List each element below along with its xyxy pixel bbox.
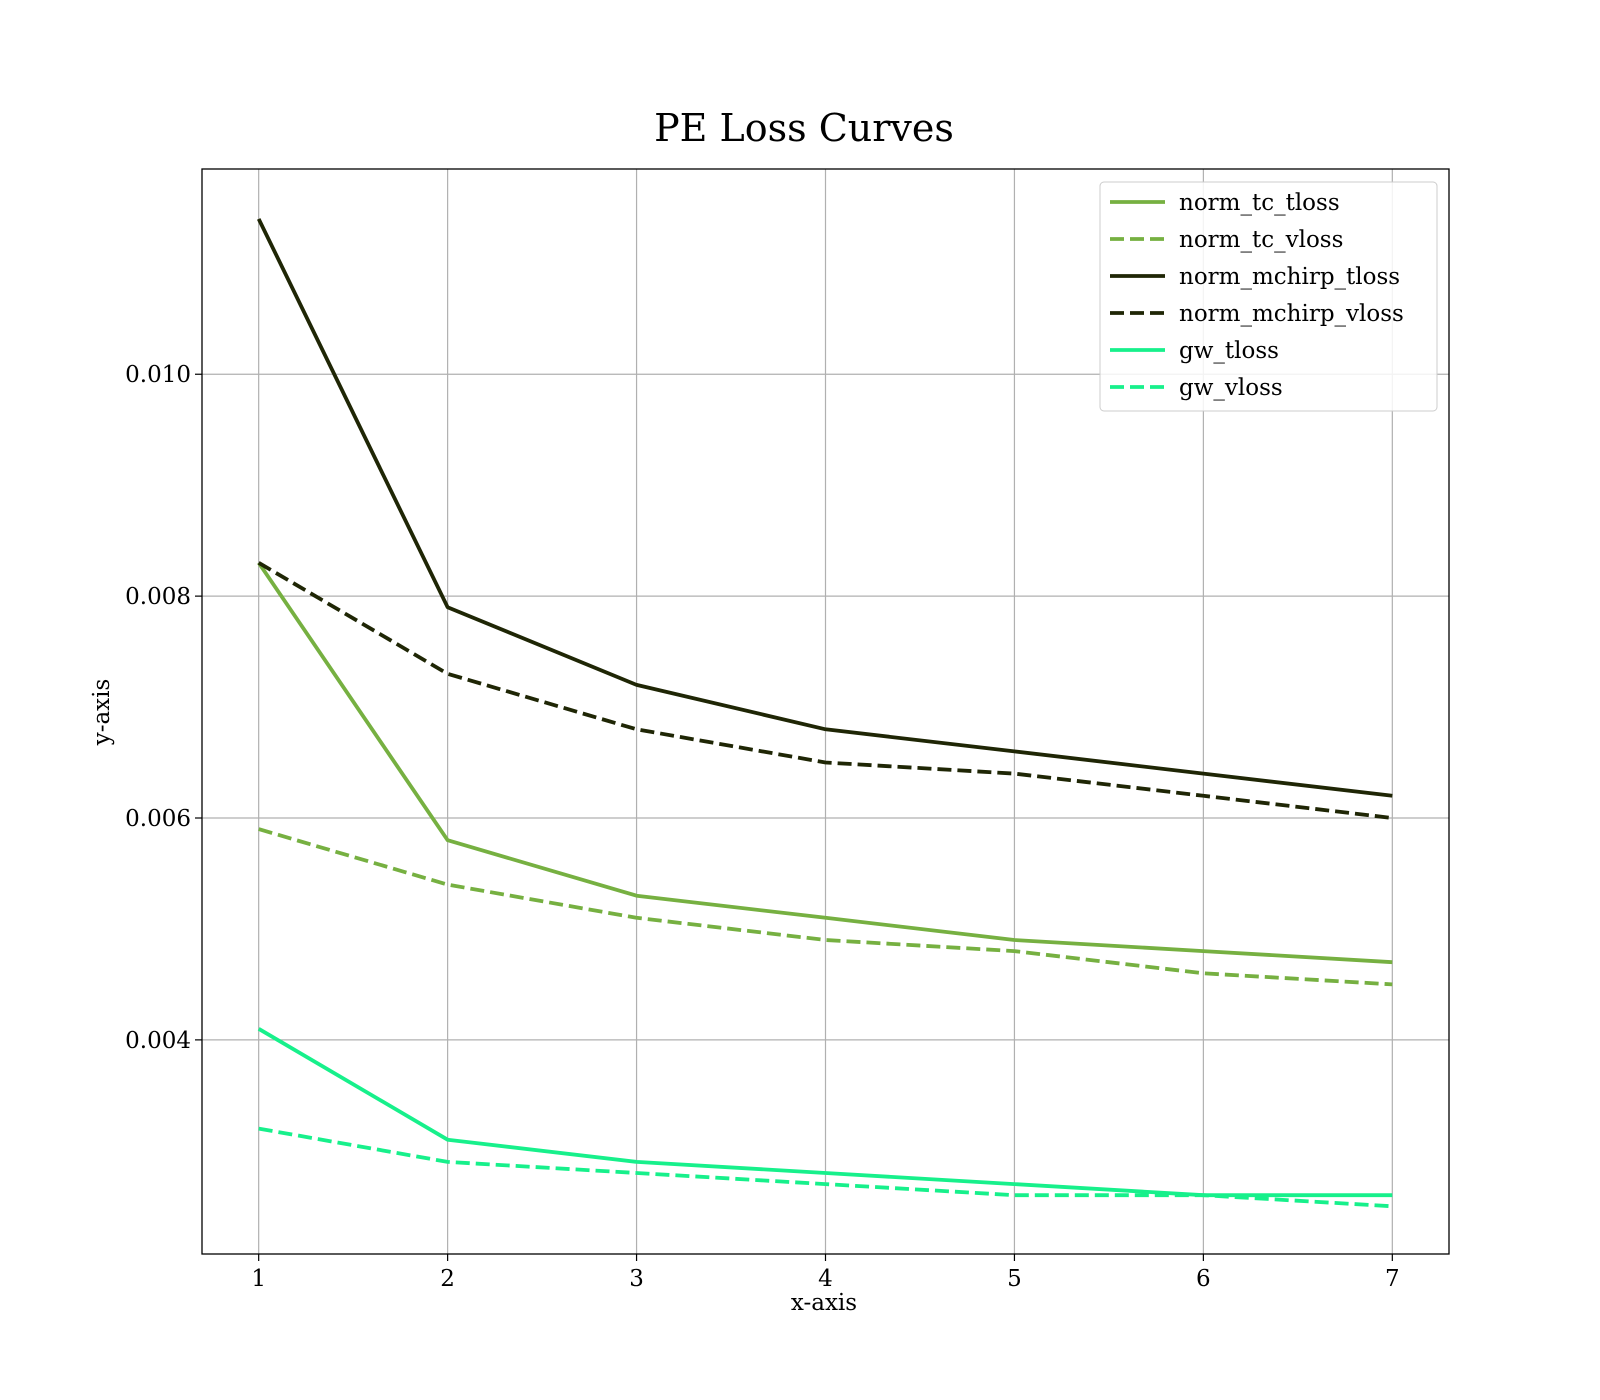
legend-label: norm_mchirp_tloss — [1179, 264, 1400, 290]
legend-label: gw_tloss — [1179, 338, 1279, 364]
series-line-norm-tc-tloss — [257, 561, 1393, 965]
y-axis-ticks: 0.004 0.006 0.008 0.010 — [125, 362, 202, 1054]
x-tick-label: 5 — [1007, 1266, 1022, 1292]
series-line-gw-vloss — [258, 1126, 1393, 1209]
series-lines — [256, 218, 1393, 1209]
series-line-norm-mchirp-tloss — [256, 218, 1393, 798]
legend-label: norm_tc_tloss — [1179, 190, 1340, 216]
y-tick-label: 0.008 — [125, 584, 191, 610]
x-tick-label: 3 — [629, 1266, 644, 1292]
x-tick-label: 2 — [440, 1266, 455, 1292]
x-tick-label: 4 — [818, 1266, 833, 1292]
x-tick-label: 7 — [1385, 1266, 1400, 1292]
y-tick-label: 0.006 — [125, 806, 191, 832]
x-tick-label: 1 — [251, 1266, 266, 1292]
x-axis-label: x-axis — [791, 1290, 857, 1316]
legend-label: norm_mchirp_vloss — [1179, 301, 1404, 327]
x-tick-label: 6 — [1196, 1266, 1211, 1292]
y-axis-label: y-axis — [89, 679, 115, 747]
chart-title: PE Loss Curves — [654, 106, 954, 150]
legend-label: norm_tc_vloss — [1179, 227, 1343, 253]
legend-box — [1099, 181, 1438, 412]
y-tick-label: 0.004 — [125, 1028, 191, 1054]
x-axis-ticks: 1 2 3 4 5 6 7 — [251, 1254, 1400, 1292]
series-line-norm-mchirp-vloss — [257, 561, 1393, 820]
legend-label: gw_vloss — [1179, 375, 1283, 401]
legend: norm_tc_tloss norm_tc_vloss norm_mchirp_tl… — [1099, 181, 1438, 412]
y-tick-label: 0.010 — [125, 362, 191, 388]
